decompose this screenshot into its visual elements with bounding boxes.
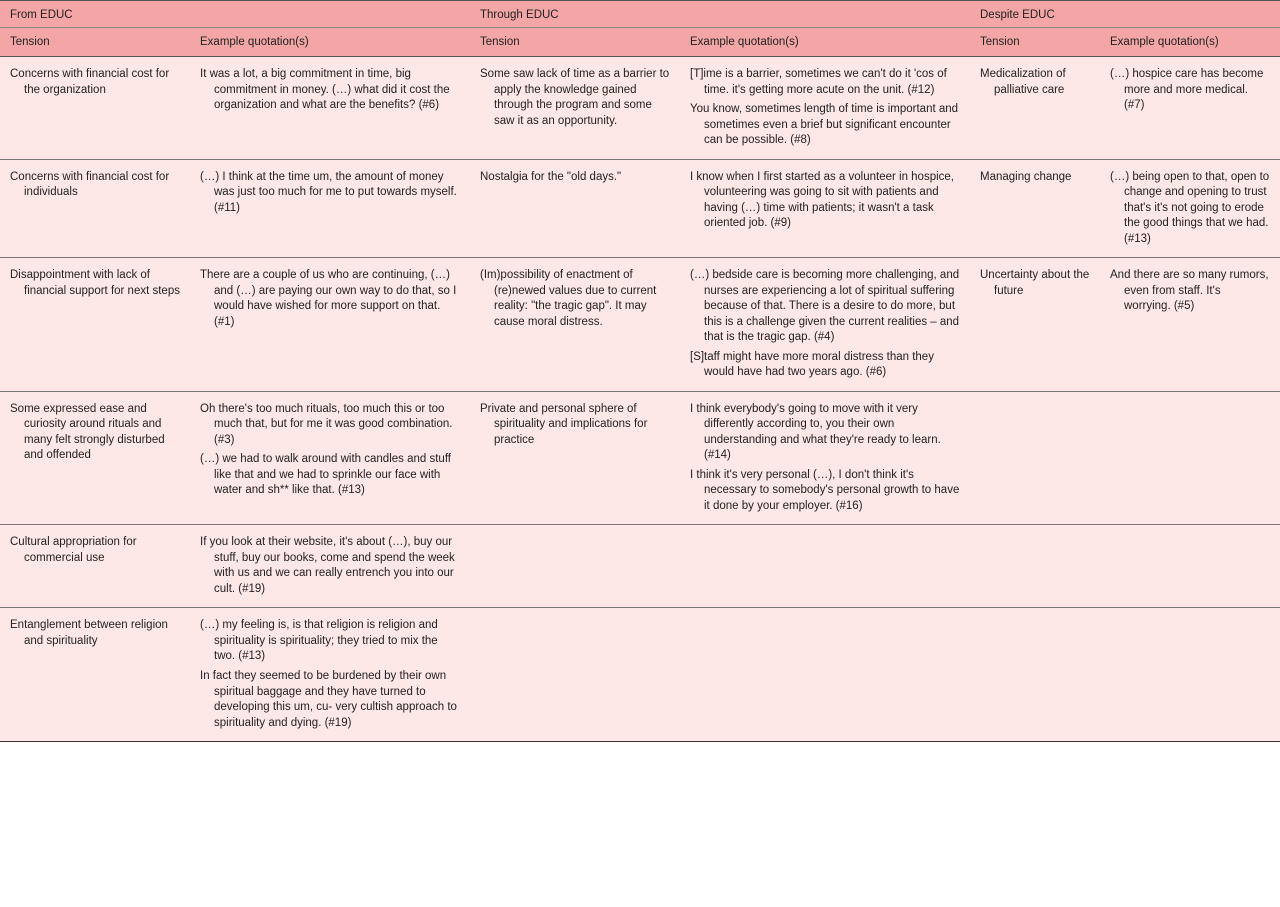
tension-text: Medicalization of palliative care — [980, 67, 1090, 98]
cell-despite-tension: Medicalization of palliative care — [970, 57, 1100, 160]
cell-despite-quotes — [1100, 391, 1280, 525]
quotation-text: If you look at their website, it's about… — [200, 535, 460, 597]
table-header: From EDUC Through EDUC Despite EDUC Tens… — [0, 1, 1280, 57]
quotation-text: [T]ime is a barrier, sometimes we can't … — [690, 67, 960, 98]
tension-text: (Im)possibility of enactment of (re)newe… — [480, 268, 670, 330]
group-despite: Despite EDUC — [970, 1, 1280, 28]
quotation-text: You know, sometimes length of time is im… — [690, 102, 960, 149]
quotation-text: (…) my feeling is, is that religion is r… — [200, 618, 460, 665]
tension-text: Cultural appropriation for commercial us… — [10, 535, 180, 566]
cell-through-tension: Some saw lack of time as a barrier to ap… — [470, 57, 680, 160]
cell-from-tension: Concerns with financial cost for the org… — [0, 57, 190, 160]
cell-through-quotes — [680, 525, 970, 608]
quotation-text: And there are so many rumors, even from … — [1110, 268, 1270, 315]
quotation-text: (…) bedside care is becoming more challe… — [690, 268, 960, 346]
table-row: Cultural appropriation for commercial us… — [0, 525, 1280, 608]
educ-tensions-table: From EDUC Through EDUC Despite EDUC Tens… — [0, 0, 1280, 742]
cell-from-quotes: There are a couple of us who are continu… — [190, 258, 470, 392]
quotation-text: It was a lot, a big commitment in time, … — [200, 67, 460, 114]
tension-text: Private and personal sphere of spiritual… — [480, 402, 670, 449]
cell-through-tension: Private and personal sphere of spiritual… — [470, 391, 680, 525]
header-sub-row: Tension Example quotation(s) Tension Exa… — [0, 28, 1280, 57]
cell-despite-quotes — [1100, 608, 1280, 742]
col-despite-tension: Tension — [970, 28, 1100, 57]
cell-from-quotes: (…) my feeling is, is that religion is r… — [190, 608, 470, 742]
cell-despite-tension: Managing change — [970, 159, 1100, 258]
table-body: Concerns with financial cost for the org… — [0, 57, 1280, 742]
cell-from-tension: Disappointment with lack of financial su… — [0, 258, 190, 392]
cell-through-quotes — [680, 608, 970, 742]
tension-text: Nostalgia for the "old days." — [480, 170, 670, 186]
table-row: Entanglement between religion and spirit… — [0, 608, 1280, 742]
cell-through-tension: Nostalgia for the "old days." — [470, 159, 680, 258]
quotation-text: [S]taff might have more moral distress t… — [690, 350, 960, 381]
quotation-text: (…) being open to that, open to change a… — [1110, 170, 1270, 248]
cell-despite-tension: Uncertainty about the future — [970, 258, 1100, 392]
cell-from-quotes: If you look at their website, it's about… — [190, 525, 470, 608]
quotation-text: (…) hospice care has become more and mor… — [1110, 67, 1270, 114]
table-row: Some expressed ease and curiosity around… — [0, 391, 1280, 525]
cell-from-quotes: (…) I think at the time um, the amount o… — [190, 159, 470, 258]
cell-from-tension: Some expressed ease and curiosity around… — [0, 391, 190, 525]
tension-text: Disappointment with lack of financial su… — [10, 268, 180, 299]
cell-from-tension: Cultural appropriation for commercial us… — [0, 525, 190, 608]
cell-from-quotes: It was a lot, a big commitment in time, … — [190, 57, 470, 160]
cell-despite-tension — [970, 391, 1100, 525]
quotation-text: I think it's very personal (…), I don't … — [690, 468, 960, 515]
table-row: Disappointment with lack of financial su… — [0, 258, 1280, 392]
tension-text: Entanglement between religion and spirit… — [10, 618, 180, 649]
table-row: Concerns with financial cost for the org… — [0, 57, 1280, 160]
col-through-quote: Example quotation(s) — [680, 28, 970, 57]
cell-despite-quotes — [1100, 525, 1280, 608]
col-despite-quote: Example quotation(s) — [1100, 28, 1280, 57]
cell-despite-tension — [970, 608, 1100, 742]
tension-text: Some saw lack of time as a barrier to ap… — [480, 67, 670, 129]
col-from-quote: Example quotation(s) — [190, 28, 470, 57]
cell-through-quotes: [T]ime is a barrier, sometimes we can't … — [680, 57, 970, 160]
quotation-text: I know when I first started as a volunte… — [690, 170, 960, 232]
cell-through-tension — [470, 525, 680, 608]
group-from: From EDUC — [0, 1, 470, 28]
cell-through-quotes: (…) bedside care is becoming more challe… — [680, 258, 970, 392]
quotation-text: I think everybody's going to move with i… — [690, 402, 960, 464]
quotation-text: (…) I think at the time um, the amount o… — [200, 170, 460, 217]
cell-through-tension — [470, 608, 680, 742]
cell-despite-tension — [970, 525, 1100, 608]
quotation-text: Oh there's too much rituals, too much th… — [200, 402, 460, 449]
cell-from-quotes: Oh there's too much rituals, too much th… — [190, 391, 470, 525]
quotation-text: There are a couple of us who are continu… — [200, 268, 460, 330]
group-through: Through EDUC — [470, 1, 970, 28]
cell-despite-quotes: (…) being open to that, open to change a… — [1100, 159, 1280, 258]
header-group-row: From EDUC Through EDUC Despite EDUC — [0, 1, 1280, 28]
tension-text: Concerns with financial cost for the org… — [10, 67, 180, 98]
cell-from-tension: Concerns with financial cost for individ… — [0, 159, 190, 258]
quotation-text: (…) we had to walk around with candles a… — [200, 452, 460, 499]
table-row: Concerns with financial cost for individ… — [0, 159, 1280, 258]
col-through-tension: Tension — [470, 28, 680, 57]
tension-text: Concerns with financial cost for individ… — [10, 170, 180, 201]
cell-from-tension: Entanglement between religion and spirit… — [0, 608, 190, 742]
cell-despite-quotes: And there are so many rumors, even from … — [1100, 258, 1280, 392]
quotation-text: In fact they seemed to be burdened by th… — [200, 669, 460, 731]
cell-through-quotes: I know when I first started as a volunte… — [680, 159, 970, 258]
cell-through-tension: (Im)possibility of enactment of (re)newe… — [470, 258, 680, 392]
tension-text: Uncertainty about the future — [980, 268, 1090, 299]
cell-despite-quotes: (…) hospice care has become more and mor… — [1100, 57, 1280, 160]
cell-through-quotes: I think everybody's going to move with i… — [680, 391, 970, 525]
tension-text: Some expressed ease and curiosity around… — [10, 402, 180, 464]
tension-text: Managing change — [980, 170, 1090, 186]
col-from-tension: Tension — [0, 28, 190, 57]
